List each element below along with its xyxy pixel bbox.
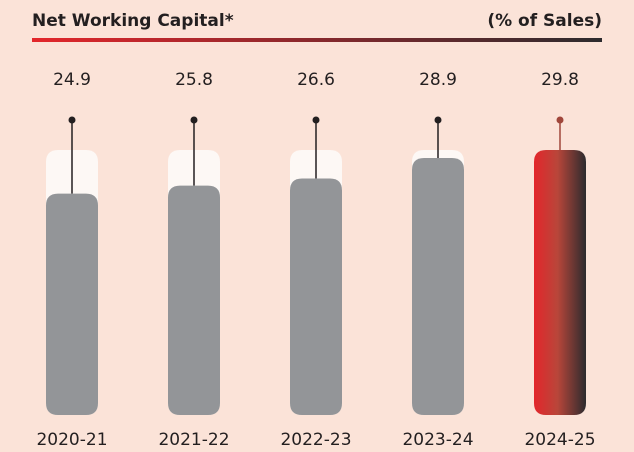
value-label: 28.9 <box>419 70 457 90</box>
bar <box>534 150 586 415</box>
value-label: 24.9 <box>53 70 91 90</box>
stem-dot <box>556 116 564 124</box>
bar <box>290 178 342 415</box>
value-label: 26.6 <box>297 70 335 90</box>
value-label: 25.8 <box>175 70 213 90</box>
chart-subtitle: (% of Sales) <box>487 11 602 31</box>
stem-dot <box>312 116 320 124</box>
stem-dot <box>68 116 76 124</box>
stem-dot <box>190 116 198 124</box>
x-tick-label: 2023-24 <box>402 430 473 450</box>
chart-title: Net Working Capital* <box>32 11 234 31</box>
x-tick-label: 2020-21 <box>36 430 107 450</box>
bar <box>168 185 220 415</box>
bar <box>412 158 464 415</box>
x-tick-label: 2022-23 <box>280 430 351 450</box>
stem-dot <box>434 116 442 124</box>
x-tick-label: 2024-25 <box>524 430 595 450</box>
bar <box>46 193 98 415</box>
title-rule <box>32 38 602 42</box>
x-tick-label: 2021-22 <box>158 430 229 450</box>
value-label: 29.8 <box>541 70 579 90</box>
